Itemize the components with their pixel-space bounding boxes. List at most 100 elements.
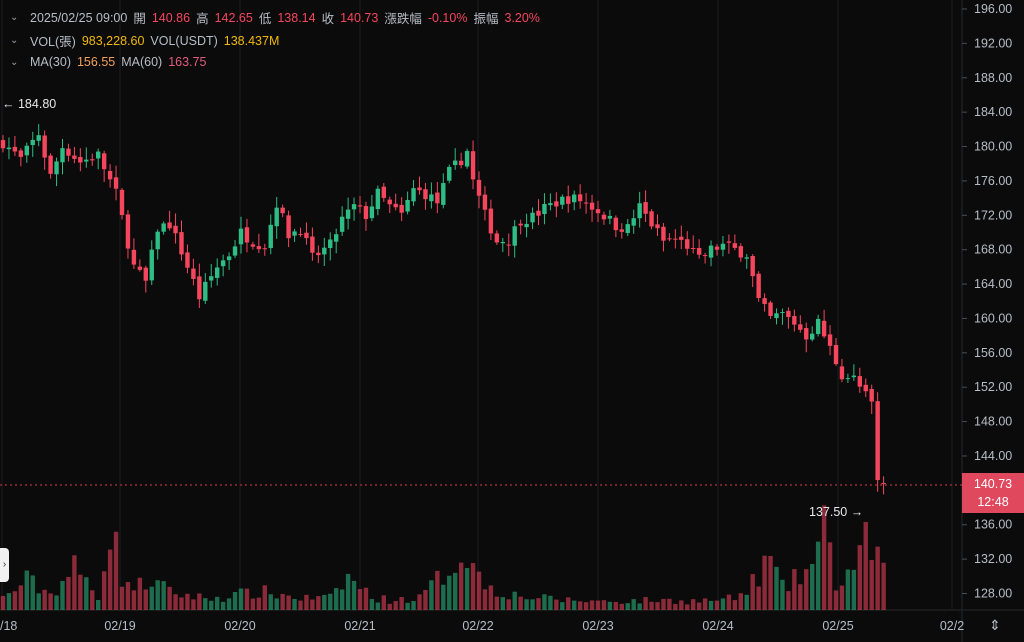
candle-body [179, 232, 184, 255]
volume-bar [339, 589, 345, 610]
chevron-down-icon[interactable]: ⌄ [10, 12, 19, 23]
volume-bar [125, 582, 131, 610]
candle-body [18, 150, 24, 157]
candle-body [66, 148, 71, 156]
candle-body [363, 206, 369, 220]
change-value: -0.10% [427, 10, 468, 25]
volume-bar [417, 594, 422, 610]
ohlc-legend: ⌄ 2025/02/25 09:00 開 140.86 高 142.65 低 1… [10, 8, 540, 27]
candle-body [369, 206, 375, 219]
candle-body [470, 151, 476, 180]
candle-body [262, 248, 267, 250]
candle-body [161, 223, 166, 232]
volume-bar [583, 602, 589, 610]
volume-bar [197, 593, 202, 610]
volume-bar [30, 575, 35, 610]
volume-bar [334, 588, 339, 610]
arrow-right-icon: → [850, 505, 864, 519]
volume-bar [226, 598, 232, 610]
low-value: 138.14 [277, 10, 316, 25]
candle-body [530, 212, 535, 223]
price-axis: 196.00 192.00 188.00 184.00 180.00 176.00 172.… [962, 2, 1012, 601]
candle-body [720, 243, 726, 250]
x-tick-label: 02/24 [702, 619, 733, 633]
candle-body [649, 211, 654, 227]
volume-bar [560, 602, 565, 610]
candle-body [691, 247, 696, 249]
candle-body [232, 246, 238, 256]
volume-bar [286, 595, 291, 610]
candle-body [679, 236, 684, 240]
candle-body [137, 266, 143, 270]
volume-bar [24, 570, 29, 610]
volume-bar [589, 600, 595, 610]
candle-body [24, 145, 29, 156]
ma30-value: 156.55 [76, 55, 116, 69]
low-marker-value: 137.50 [809, 505, 848, 519]
vol-value: 983,228.60 [81, 33, 145, 48]
scroll-left-button[interactable]: › [0, 548, 9, 582]
auto-scale-icon[interactable]: ⇕ [989, 617, 1001, 633]
volume-bar [780, 579, 785, 610]
candle-body [423, 189, 428, 200]
candle-body [72, 155, 77, 159]
candle-body [357, 205, 363, 207]
candle-body [637, 203, 642, 219]
candle-body [0, 140, 6, 149]
candles [0, 124, 886, 495]
volume-bar [708, 600, 714, 610]
candle-body [714, 246, 720, 250]
volume-bar [304, 594, 309, 610]
candle-body [238, 228, 244, 245]
candle-body [607, 215, 613, 219]
candle-body [173, 225, 178, 234]
chevron-down-icon[interactable]: ⌄ [10, 35, 19, 46]
volume-bar [78, 574, 83, 610]
y-tick-label: 132.00 [974, 552, 1012, 566]
volume-bar [470, 563, 476, 610]
candle-body [625, 224, 630, 233]
volume-bar [363, 587, 369, 610]
volume-bar [167, 586, 172, 610]
candle-body [101, 153, 107, 170]
volume-bar [857, 545, 862, 610]
candle-body [435, 192, 440, 204]
volume-bar [119, 586, 125, 610]
candle-body [167, 222, 172, 229]
x-tick-label: 02/2 [940, 619, 964, 633]
candle-body [792, 316, 797, 325]
candle-body [399, 204, 404, 213]
ma60-label: MA(60) [121, 55, 163, 69]
candle-body [90, 159, 95, 161]
candle-body [447, 166, 452, 181]
volume-bar [185, 593, 190, 610]
volume-bar [637, 603, 642, 610]
y-tick-label: 164.00 [974, 277, 1012, 291]
volume-bar [476, 571, 482, 610]
candle-body [298, 233, 303, 235]
candle-body [869, 388, 874, 402]
candle-body [339, 216, 345, 232]
low-marker: 137.50 → [809, 505, 863, 519]
candle-body [577, 194, 583, 202]
x-tick-label: 02/19 [104, 619, 135, 633]
candle-body [524, 223, 529, 228]
candle-body [750, 256, 755, 277]
volume-legend: ⌄ VOL(張) 983,228.60 VOL(USDT) 138.437M [10, 31, 279, 50]
current-price-tag: 140.73 12:48 [962, 473, 1024, 513]
chevron-down-icon[interactable]: ⌄ [10, 56, 19, 68]
volume-bar [631, 599, 636, 610]
low-label: 低 [258, 12, 272, 26]
volume-bar [220, 601, 226, 610]
candle-body [125, 214, 131, 249]
y-tick-label: 188.00 [974, 71, 1012, 85]
volume-bar [369, 599, 375, 610]
candle-body [30, 139, 35, 146]
high-marker-value: 184.80 [17, 97, 57, 111]
volume-bar [351, 580, 357, 610]
volume-bar [786, 591, 791, 610]
candle-body [334, 234, 339, 242]
volume-bar [661, 598, 666, 610]
candle-body [821, 320, 827, 337]
